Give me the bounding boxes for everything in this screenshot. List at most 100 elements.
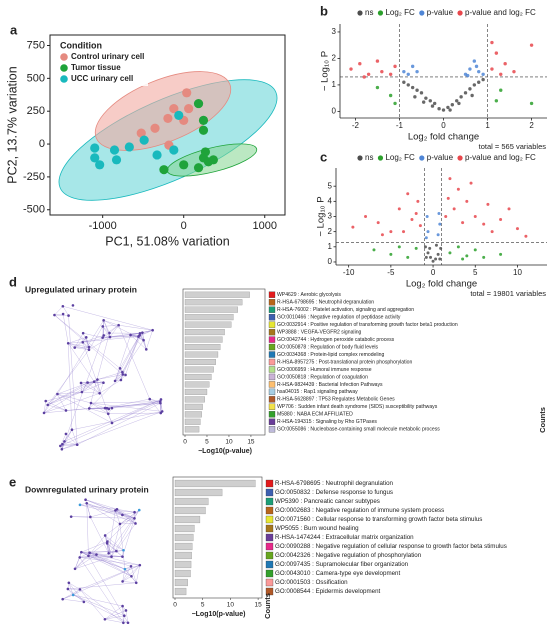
bar	[184, 426, 200, 433]
network-edge	[104, 615, 125, 620]
point	[421, 100, 426, 104]
network-edge	[82, 342, 90, 350]
network-node	[151, 328, 154, 332]
network-edge	[86, 503, 121, 525]
network-edge	[115, 510, 123, 516]
point	[430, 104, 435, 108]
network-edge	[89, 408, 109, 414]
network-node	[121, 370, 124, 374]
point	[456, 245, 460, 249]
bar	[174, 569, 191, 578]
network-edge	[99, 379, 121, 394]
point	[397, 207, 401, 211]
point	[388, 72, 393, 77]
point	[95, 160, 105, 170]
network-node	[78, 503, 82, 507]
point	[425, 215, 429, 218]
network-edge	[45, 400, 67, 411]
network-edge	[61, 444, 78, 450]
legend-swatch	[268, 328, 276, 336]
network-edge	[73, 594, 123, 607]
legend-title: Counts	[538, 407, 547, 433]
point	[380, 233, 384, 237]
network-edge	[54, 314, 69, 316]
legend-swatch	[268, 358, 276, 366]
legend-swatch	[268, 418, 276, 425]
point	[362, 75, 366, 79]
network-edge	[86, 503, 136, 524]
network-edge	[102, 332, 110, 338]
point	[499, 88, 503, 92]
legend-marker	[60, 75, 68, 83]
y-tick-label: 0	[328, 257, 333, 266]
network-node	[110, 421, 114, 425]
network-node	[138, 333, 141, 337]
term-label: GO:0034368 : Protein-lipid complex remod…	[277, 352, 384, 358]
network-node	[122, 548, 125, 552]
term-label: WP4629 : Aerobic glycolysis	[277, 292, 341, 298]
legend-swatch	[265, 524, 274, 533]
term-label: GO:0050818 : Regulation of coagulation	[277, 374, 368, 380]
point	[184, 103, 194, 114]
network-edge	[71, 429, 78, 445]
network-node	[66, 587, 70, 591]
network-edge	[130, 334, 139, 337]
network-edge	[74, 347, 90, 350]
point	[193, 163, 204, 173]
network-edge	[68, 343, 73, 430]
network-node	[82, 600, 86, 604]
point	[424, 96, 428, 100]
legend-marker	[457, 10, 463, 16]
network-edge	[60, 401, 161, 447]
x-tick-label: 0	[431, 268, 436, 277]
network-node	[71, 593, 75, 597]
term-label: R-HSA-6798695 : Neutrophil degranulation	[277, 300, 374, 306]
network-edge	[105, 509, 140, 536]
point	[438, 222, 442, 226]
network-edge	[71, 411, 163, 430]
network-edge	[85, 499, 135, 519]
network-node	[70, 428, 74, 432]
point	[474, 64, 479, 69]
point	[434, 257, 438, 261]
network-edge	[74, 342, 83, 348]
bar	[174, 578, 188, 587]
network-edge	[62, 565, 140, 600]
network-edge	[57, 393, 67, 411]
network-node	[64, 432, 68, 436]
network-edge	[90, 402, 163, 412]
y-axis-label: − Log₁₀ P	[320, 51, 331, 91]
network-edge	[79, 589, 124, 623]
point	[466, 73, 470, 78]
point	[482, 222, 486, 226]
network-edge	[54, 313, 64, 316]
point	[482, 255, 486, 259]
legend-swatch	[265, 533, 274, 542]
network-edge	[62, 589, 81, 600]
network-edge	[90, 401, 161, 404]
network-edge	[65, 408, 90, 411]
point	[490, 230, 494, 234]
legend-label: ns	[365, 153, 373, 162]
network-edge	[97, 371, 123, 380]
point	[437, 107, 441, 111]
network-node	[108, 335, 112, 339]
network-edge	[116, 509, 135, 513]
network-node	[102, 381, 105, 385]
term-label: GO:0097435 : Supramolecular fiber organi…	[275, 561, 409, 568]
term-label: hsa04015 : Rap1 signaling pathway	[277, 389, 358, 395]
network-edge	[82, 342, 109, 414]
network-edge	[115, 510, 121, 524]
panel-letter: d	[9, 274, 17, 289]
legend-label: Tumor tissue	[71, 63, 121, 72]
network-edge	[122, 581, 137, 583]
legend-swatch	[265, 560, 274, 569]
network-node	[75, 443, 79, 447]
network-edge	[94, 381, 100, 394]
network-node	[81, 331, 85, 335]
network-edge	[47, 382, 88, 406]
network-node	[92, 380, 96, 384]
network-edge	[104, 535, 112, 557]
point	[481, 77, 485, 82]
term-label: GO:0010466 : Negative regulation of pept…	[277, 315, 401, 321]
